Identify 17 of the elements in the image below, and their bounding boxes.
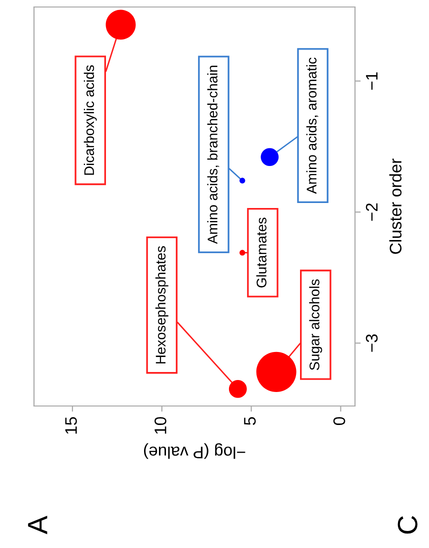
y-tick-label: −1 [366,72,378,90]
x-tick-label: 10 [154,417,166,434]
text: A [28,516,48,534]
annotation: Hexosephosphates [155,246,168,364]
x-axis-title: −log (P value) [144,443,246,459]
annotation: Sugar alcohols [309,279,322,370]
annotation: Amino acids, aromatic [306,58,318,194]
text: C [398,516,418,534]
y-tick-label: −3 [366,334,378,352]
y-axis-title: Cluster order [389,158,402,254]
x-tick-label: 5 [244,417,256,426]
x-tick-label: 15 [65,417,77,434]
annotation: Glutamates [256,218,266,288]
y-tick-label: −2 [366,203,378,221]
annotation: Dicarboxylic acids [84,65,97,175]
x-tick-label: 0 [333,417,346,426]
annotation: Amino acids, branched-chain [207,66,220,244]
